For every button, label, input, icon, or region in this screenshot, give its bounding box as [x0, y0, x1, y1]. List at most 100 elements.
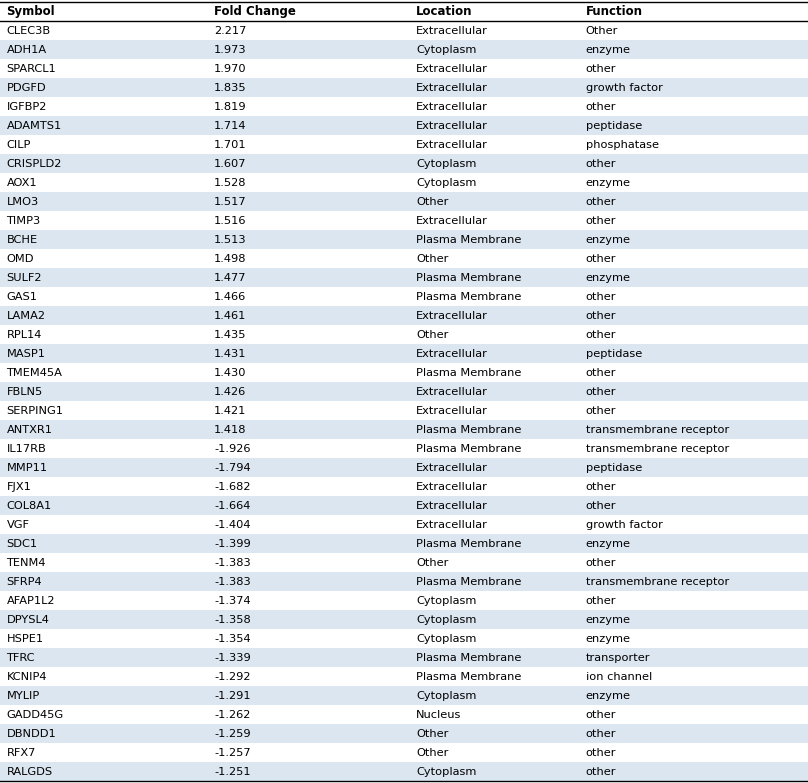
- Text: Extracellular: Extracellular: [416, 121, 488, 131]
- Text: Extracellular: Extracellular: [416, 501, 488, 511]
- Text: Location: Location: [416, 5, 473, 18]
- Text: Other: Other: [416, 330, 448, 340]
- Bar: [0, 21, 808, 41]
- Text: 1.970: 1.970: [214, 64, 246, 74]
- Text: CLEC3B: CLEC3B: [6, 26, 51, 36]
- Text: other: other: [586, 330, 617, 340]
- Text: enzyme: enzyme: [586, 235, 631, 245]
- Bar: [0, 60, 808, 78]
- Text: other: other: [586, 558, 617, 568]
- Text: Other: Other: [416, 558, 448, 568]
- Text: phosphatase: phosphatase: [586, 140, 659, 150]
- Text: -1.404: -1.404: [214, 520, 250, 530]
- Text: TENM4: TENM4: [6, 558, 46, 568]
- Text: -1.358: -1.358: [214, 615, 250, 625]
- Text: Other: Other: [416, 254, 448, 264]
- Text: SERPING1: SERPING1: [6, 406, 64, 416]
- Text: AFAP1L2: AFAP1L2: [6, 596, 55, 606]
- Text: Extracellular: Extracellular: [416, 349, 488, 359]
- Text: 1.819: 1.819: [214, 102, 246, 112]
- Bar: [0, 705, 808, 724]
- Text: 1.461: 1.461: [214, 311, 246, 321]
- Text: other: other: [586, 767, 617, 777]
- Text: other: other: [586, 482, 617, 492]
- Bar: [0, 2, 808, 21]
- Text: IGFBP2: IGFBP2: [6, 102, 47, 112]
- Text: other: other: [586, 197, 617, 207]
- Text: Plasma Membrane: Plasma Membrane: [416, 444, 521, 454]
- Text: 1.466: 1.466: [214, 292, 246, 302]
- Text: 1.431: 1.431: [214, 349, 246, 359]
- Text: Cytoplasm: Cytoplasm: [416, 178, 477, 188]
- Text: -1.262: -1.262: [214, 710, 250, 720]
- Text: peptidase: peptidase: [586, 121, 642, 131]
- Text: Extracellular: Extracellular: [416, 64, 488, 74]
- Text: -1.339: -1.339: [214, 653, 250, 663]
- Text: other: other: [586, 292, 617, 302]
- Bar: [0, 211, 808, 230]
- Text: IL17RB: IL17RB: [6, 444, 46, 454]
- Text: CILP: CILP: [6, 140, 31, 150]
- Text: MMP11: MMP11: [6, 463, 48, 473]
- Text: other: other: [586, 102, 617, 112]
- Text: GADD45G: GADD45G: [6, 710, 64, 720]
- Text: -1.259: -1.259: [214, 729, 250, 739]
- Text: DBNDD1: DBNDD1: [6, 729, 57, 739]
- Text: HSPE1: HSPE1: [6, 634, 44, 644]
- Text: RFX7: RFX7: [6, 748, 36, 758]
- Bar: [0, 363, 808, 382]
- Text: Extracellular: Extracellular: [416, 140, 488, 150]
- Text: growth factor: growth factor: [586, 520, 663, 530]
- Text: 1.714: 1.714: [214, 121, 246, 131]
- Bar: [0, 648, 808, 667]
- Text: Extracellular: Extracellular: [416, 387, 488, 397]
- Bar: [0, 439, 808, 458]
- Text: -1.399: -1.399: [214, 539, 250, 549]
- Text: FJX1: FJX1: [6, 482, 32, 492]
- Text: Plasma Membrane: Plasma Membrane: [416, 292, 521, 302]
- Bar: [0, 193, 808, 211]
- Bar: [0, 743, 808, 763]
- Text: Cytoplasm: Cytoplasm: [416, 596, 477, 606]
- Text: TFRC: TFRC: [6, 653, 35, 663]
- Bar: [0, 554, 808, 572]
- Text: other: other: [586, 710, 617, 720]
- Text: CRISPLD2: CRISPLD2: [6, 159, 62, 169]
- Text: Cytoplasm: Cytoplasm: [416, 45, 477, 55]
- Text: SPARCL1: SPARCL1: [6, 64, 57, 74]
- Text: RPL14: RPL14: [6, 330, 42, 340]
- Text: SULF2: SULF2: [6, 273, 42, 283]
- Text: Plasma Membrane: Plasma Membrane: [416, 425, 521, 435]
- Text: Plasma Membrane: Plasma Membrane: [416, 368, 521, 378]
- Text: TMEM45A: TMEM45A: [6, 368, 62, 378]
- Text: Extracellular: Extracellular: [416, 83, 488, 93]
- Bar: [0, 402, 808, 420]
- Text: 1.528: 1.528: [214, 178, 246, 188]
- Text: Extracellular: Extracellular: [416, 406, 488, 416]
- Text: peptidase: peptidase: [586, 349, 642, 359]
- Text: -1.794: -1.794: [214, 463, 250, 473]
- Text: -1.374: -1.374: [214, 596, 250, 606]
- Bar: [0, 41, 808, 60]
- Text: Other: Other: [416, 748, 448, 758]
- Text: other: other: [586, 159, 617, 169]
- Text: enzyme: enzyme: [586, 178, 631, 188]
- Text: -1.383: -1.383: [214, 558, 250, 568]
- Bar: [0, 230, 808, 249]
- Text: -1.354: -1.354: [214, 634, 250, 644]
- Text: RALGDS: RALGDS: [6, 767, 53, 777]
- Text: other: other: [586, 216, 617, 226]
- Bar: [0, 269, 808, 287]
- Bar: [0, 496, 808, 515]
- Text: Plasma Membrane: Plasma Membrane: [416, 235, 521, 245]
- Bar: [0, 287, 808, 306]
- Text: 1.435: 1.435: [214, 330, 246, 340]
- Text: Extracellular: Extracellular: [416, 216, 488, 226]
- Text: Extracellular: Extracellular: [416, 463, 488, 473]
- Bar: [0, 382, 808, 402]
- Text: 1.430: 1.430: [214, 368, 246, 378]
- Text: growth factor: growth factor: [586, 83, 663, 93]
- Text: 2.217: 2.217: [214, 26, 246, 36]
- Bar: [0, 306, 808, 326]
- Text: Cytoplasm: Cytoplasm: [416, 159, 477, 169]
